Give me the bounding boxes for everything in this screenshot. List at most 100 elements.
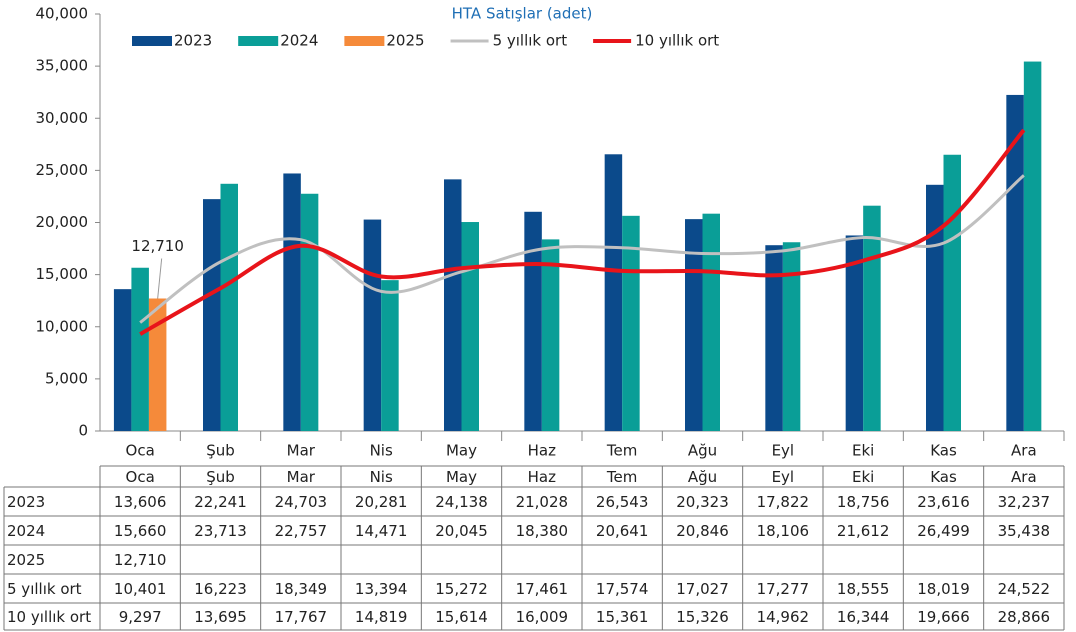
bar: [444, 179, 462, 431]
table-cell: 17,461: [516, 580, 569, 598]
bar: [131, 267, 149, 431]
table-cell: 15,272: [435, 580, 488, 598]
legend-swatch: [238, 36, 279, 46]
x-tick-label: Eyl: [772, 442, 795, 460]
table-cell: 23,616: [917, 493, 970, 511]
table-header: Tem: [606, 468, 637, 486]
table-row-label: 2024: [7, 522, 45, 540]
legend-label: 5 yıllık ort: [493, 32, 568, 50]
bar: [220, 183, 238, 431]
table-cell: 20,846: [676, 522, 729, 540]
x-tick-label: Nis: [370, 442, 393, 460]
table-cell: 13,394: [355, 580, 408, 598]
bar: [283, 173, 301, 431]
table-cell: 17,767: [275, 608, 328, 626]
table-cell: 18,756: [837, 493, 890, 511]
bar: [863, 205, 881, 431]
bar: [765, 245, 783, 431]
x-tick-label: Tem: [606, 442, 637, 460]
table-cell: 15,614: [435, 608, 488, 626]
table-cell: 16,344: [837, 608, 890, 626]
y-tick-label: 10,000: [36, 317, 89, 335]
table-cell: 14,471: [355, 522, 408, 540]
table-header: Şub: [206, 468, 235, 486]
bar: [845, 235, 864, 431]
table-cell: 16,009: [516, 608, 569, 626]
y-tick-label: 20,000: [36, 213, 89, 231]
table-cell: 24,703: [275, 493, 328, 511]
bar: [943, 154, 961, 431]
table-cell: 18,555: [837, 580, 890, 598]
bar: [1006, 94, 1024, 432]
table-cell: 13,606: [114, 493, 167, 511]
bar: [300, 193, 319, 431]
x-tick-label: Kas: [930, 442, 957, 460]
table-cell: 17,027: [676, 580, 729, 598]
table-cell: 9,297: [119, 608, 162, 626]
bar: [541, 239, 560, 431]
table-cell: 23,713: [194, 522, 247, 540]
table-cell: 32,237: [998, 493, 1051, 511]
bar: [926, 184, 944, 431]
bar: [702, 213, 720, 431]
table-header: Kas: [930, 468, 957, 486]
table-cell: 20,045: [435, 522, 488, 540]
table-cell: 20,641: [596, 522, 649, 540]
table-cell: 20,323: [676, 493, 729, 511]
bar: [203, 199, 221, 431]
table-row-label: 2025: [7, 551, 45, 569]
table-cell: 19,666: [917, 608, 970, 626]
table-row-label: 2023: [7, 493, 45, 511]
table-cell: 28,866: [998, 608, 1051, 626]
table-header: Eyl: [772, 468, 795, 486]
table-cell: 21,612: [837, 522, 890, 540]
table-cell: 15,326: [676, 608, 729, 626]
legend-label: 2023: [174, 32, 212, 50]
line: [139, 128, 1026, 336]
legend-swatch: [344, 36, 385, 46]
table-cell: 12,710: [114, 551, 167, 569]
bar: [524, 211, 542, 431]
x-tick-label: Mar: [287, 442, 316, 460]
table-cell: 17,822: [757, 493, 810, 511]
x-tick-label: May: [446, 442, 477, 460]
y-tick-label: 40,000: [36, 5, 89, 23]
table-cell: 24,522: [998, 580, 1051, 598]
x-tick-label: Haz: [528, 442, 556, 460]
table-cell: 22,241: [194, 493, 247, 511]
table-row-label: 5 yıllık ort: [7, 580, 82, 598]
x-tick-label: Oca: [126, 442, 155, 460]
y-tick-label: 5,000: [45, 369, 88, 387]
table-cell: 35,438: [998, 522, 1051, 540]
bar: [113, 289, 132, 431]
table-cell: 18,349: [275, 580, 328, 598]
table-cell: 15,660: [114, 522, 167, 540]
table-row-label: 10 yıllık ort: [7, 608, 91, 626]
table-cell: 26,499: [917, 522, 970, 540]
table-header: Eki: [852, 468, 874, 486]
y-tick-label: 30,000: [36, 109, 89, 127]
y-tick-label: 25,000: [36, 161, 89, 179]
table-header: May: [446, 468, 477, 486]
chart-title: HTA Satışlar (adet): [452, 5, 593, 23]
table-cell: 18,106: [757, 522, 810, 540]
bar: [148, 298, 167, 431]
legend-label: 2025: [386, 32, 424, 50]
table-header: Mar: [287, 468, 316, 486]
table-cell: 26,543: [596, 493, 649, 511]
table-cell: 14,962: [757, 608, 810, 626]
table-header: Haz: [528, 468, 556, 486]
data-label: 12,710: [131, 237, 184, 255]
x-tick-label: Şub: [206, 442, 235, 460]
x-tick-label: Ara: [1011, 442, 1037, 460]
table-cell: 20,281: [355, 493, 408, 511]
legend-label: 2024: [280, 32, 318, 50]
bar: [381, 280, 399, 431]
y-tick-label: 35,000: [36, 57, 89, 75]
table-cell: 10,401: [114, 580, 167, 598]
table-header: Nis: [370, 468, 393, 486]
table-cell: 17,574: [596, 580, 649, 598]
table-cell: 22,757: [275, 522, 328, 540]
bar: [363, 219, 382, 431]
